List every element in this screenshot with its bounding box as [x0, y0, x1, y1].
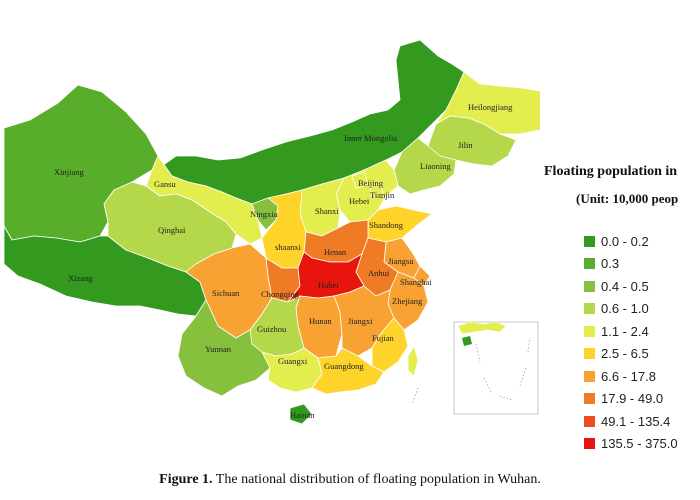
caption-text: The national distribution of floating po…	[212, 472, 541, 487]
legend-swatch	[584, 303, 595, 315]
label-gansu: Gansu	[154, 179, 176, 189]
legend-item: 49.1 - 135.4	[584, 410, 678, 433]
legend-range: 135.5 - 375.0	[601, 436, 678, 452]
label-beijing: Beijing	[358, 178, 384, 188]
label-shandong: Shandong	[369, 220, 404, 230]
legend-swatch	[584, 438, 595, 450]
legend-range: 0.6 - 1.0	[601, 301, 649, 317]
legend-range: 0.0 - 0.2	[601, 233, 649, 249]
label-guangxi: Guangxi	[278, 356, 308, 366]
legend-range: 2.5 - 6.5	[601, 346, 649, 362]
legend-swatch	[584, 258, 595, 270]
label-ningxia: Ningxia	[250, 209, 278, 219]
label-xinjiang: Xinjiang	[54, 167, 84, 177]
label-inner-mongolia: Inner Mongolia	[344, 133, 397, 143]
legend-item: 0.3	[584, 253, 678, 276]
label-zhejiang: Zhejiang	[392, 296, 423, 306]
label-guangdong: Guangdong	[324, 361, 364, 371]
legend-range: 1.1 - 2.4	[601, 323, 649, 339]
legend-item: 0.6 - 1.0	[584, 298, 678, 321]
province-beijing	[351, 171, 369, 189]
legend-swatch	[584, 415, 595, 427]
legend-swatch	[584, 393, 595, 405]
legend-item: 1.1 - 2.4	[584, 320, 678, 343]
legend-swatch	[584, 280, 595, 292]
china-map: Xinjiang Xizang Inner Mongolia Heilongji…	[3, 39, 540, 425]
legend-item: 17.9 - 49.0	[584, 388, 678, 411]
label-heilongjiang: Heilongjiang	[468, 102, 513, 112]
legend-title: Floating population in	[544, 164, 678, 179]
province-taiwan	[407, 345, 419, 377]
legend-swatch	[584, 235, 595, 247]
label-tianjin: Tianjin	[370, 190, 395, 200]
label-xizang: Xizang	[68, 273, 93, 283]
label-hainan: Hainan	[290, 410, 315, 420]
province-heilongjiang	[435, 71, 540, 135]
label-sichuan: Sichuan	[212, 288, 240, 298]
legend-range: 6.6 - 17.8	[601, 368, 656, 384]
label-hunan: Hunan	[309, 316, 332, 326]
legend-unit: (Unit: 10,000 peop	[576, 191, 679, 206]
inset-island	[462, 336, 472, 346]
legend-item: 0.4 - 0.5	[584, 275, 678, 298]
label-hubei: Hubei	[318, 280, 339, 290]
label-jilin: Jilin	[458, 140, 473, 150]
legend-range: 0.3	[601, 256, 620, 272]
label-henan: Henan	[324, 247, 347, 257]
inset-coast	[457, 321, 507, 335]
figure-caption: Figure 1. The national distribution of f…	[0, 472, 700, 488]
south-china-sea-inset	[453, 321, 539, 415]
label-liaoning: Liaoning	[420, 161, 451, 171]
label-hebei: Hebei	[349, 196, 370, 206]
province-guangdong	[311, 347, 385, 395]
province-yunnan	[177, 299, 271, 397]
legend-range: 0.4 - 0.5	[601, 278, 649, 294]
province-hainan	[289, 403, 313, 425]
label-jiangsu: Jiangsu	[388, 256, 414, 266]
label-yunnan: Yunnan	[205, 344, 232, 354]
label-anhui: Anhui	[368, 268, 390, 278]
province-tianjin	[369, 183, 385, 199]
legend: 0.0 - 0.2 0.3 0.4 - 0.5 0.6 - 1.0 1.1 - …	[584, 230, 678, 455]
legend-range: 49.1 - 135.4	[601, 413, 671, 429]
label-shaanxi: shaanxi	[275, 242, 302, 252]
province-guangxi	[261, 347, 323, 393]
legend-item: 6.6 - 17.8	[584, 365, 678, 388]
sea-boundary	[411, 387, 419, 405]
label-fujian: Fujian	[372, 333, 394, 343]
caption-prefix: Figure 1.	[159, 472, 213, 487]
label-shanghai: Shanghai	[400, 277, 432, 287]
label-jiangxi: Jiangxi	[348, 316, 373, 326]
label-guizhou: Guizhou	[257, 324, 287, 334]
legend-item: 135.5 - 375.0	[584, 433, 678, 456]
legend-swatch	[584, 370, 595, 382]
label-shanxi: Shanxi	[315, 206, 339, 216]
label-qinghai: Qinghai	[158, 225, 186, 235]
label-chongqing: Chongqing	[261, 289, 300, 299]
legend-swatch	[584, 325, 595, 337]
legend-range: 17.9 - 49.0	[601, 391, 664, 407]
legend-item: 2.5 - 6.5	[584, 343, 678, 366]
legend-item: 0.0 - 0.2	[584, 230, 678, 253]
legend-swatch	[584, 348, 595, 360]
